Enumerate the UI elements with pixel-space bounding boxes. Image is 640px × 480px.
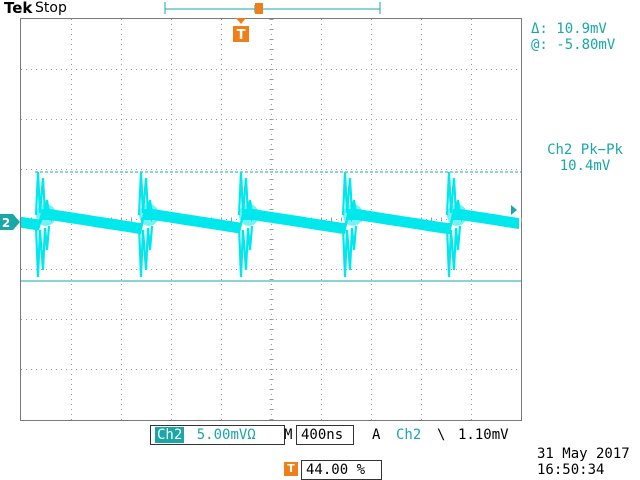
waveform-ringing — [36, 204, 56, 226]
trigger-a-label: A — [372, 427, 381, 443]
trigger-level-arrow[interactable] — [511, 205, 517, 215]
waveform-spike — [341, 171, 358, 278]
trigger-top-icon — [255, 3, 263, 14]
waveform-ringing — [139, 204, 159, 226]
waveform-ringing — [343, 204, 363, 226]
trigger-position-marker[interactable]: T — [233, 18, 249, 43]
trigger-position-box[interactable]: 44.00 % — [301, 460, 382, 480]
waveform-spike — [137, 171, 154, 278]
waveform-spike — [445, 171, 462, 278]
time-readout: 16:50:34 — [537, 462, 605, 478]
ch2-waveform — [21, 171, 519, 278]
waveform-spike — [34, 171, 51, 278]
waveform-ringing — [239, 204, 259, 226]
waveform-ringing — [447, 204, 467, 226]
timebase-m-label: M — [284, 427, 293, 443]
trigger-level[interactable]: 1.10mV — [458, 427, 509, 443]
ch2-ground-marker[interactable]: 2 — [0, 214, 20, 230]
channel-scale-box[interactable]: Ch2 5.00mVΩ — [150, 425, 285, 445]
trigger-marker-label: T — [237, 28, 246, 43]
cursor-position-readout: @: -5.80mV — [531, 37, 616, 53]
timebase-box[interactable]: 400ns — [296, 425, 354, 445]
channel-label: Ch2 — [155, 427, 185, 443]
cursor-delta-readout: Δ: 10.9mV — [531, 21, 607, 37]
trigger-slope-icon: \ — [437, 427, 446, 443]
timebase-value: 400ns — [301, 427, 344, 443]
vertical-scale: 5.00mVΩ — [196, 427, 256, 443]
ch2-marker-label: 2 — [2, 216, 10, 230]
trigger-source[interactable]: Ch2 — [396, 427, 422, 443]
measurement-label: Ch2 Pk−Pk — [547, 142, 623, 158]
waveform-spike — [237, 171, 254, 278]
brand-logo: Tek — [4, 0, 33, 17]
trigger-position-value: 44.00 % — [306, 462, 366, 478]
measurement-value: 10.4mV — [559, 158, 611, 174]
date-readout: 31 May 2017 — [537, 446, 630, 462]
timebase-position-bar[interactable] — [164, 2, 381, 14]
trigger-position-icon: T — [284, 462, 298, 476]
acquisition-state: Stop — [35, 0, 67, 16]
